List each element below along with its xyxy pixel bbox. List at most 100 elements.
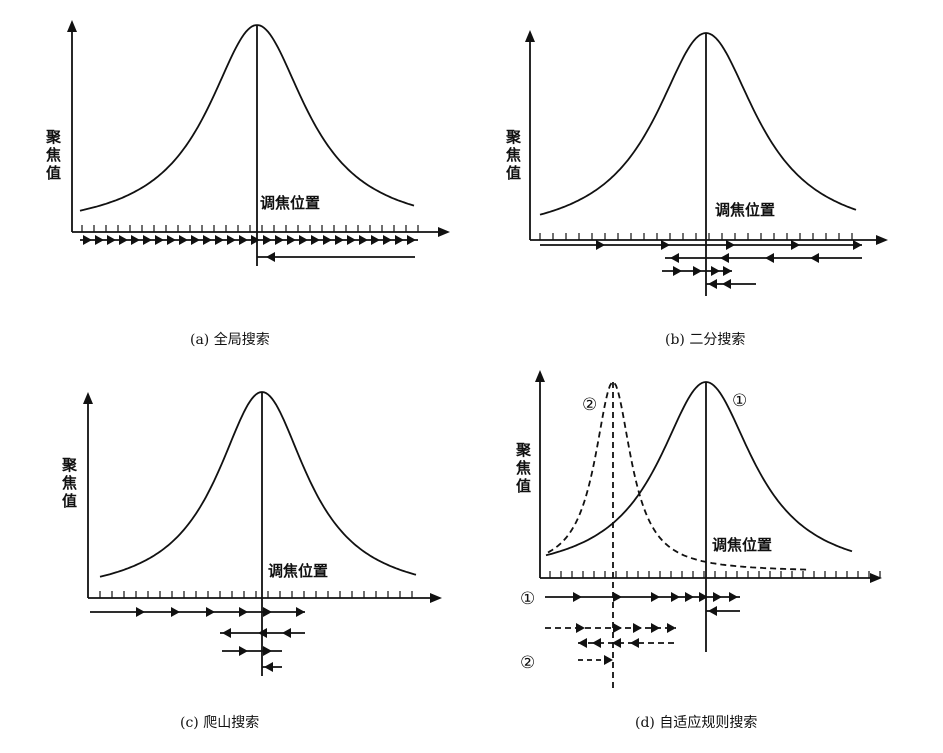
right-arrowhead-icon bbox=[206, 607, 215, 617]
right-arrowhead-icon bbox=[713, 592, 722, 602]
focus-curve-a bbox=[79, 24, 415, 212]
caption-c: (c) 爬山搜索 bbox=[180, 714, 259, 731]
right-arrowhead-icon bbox=[95, 235, 104, 245]
row-1-marker: ① bbox=[520, 589, 535, 609]
right-arrowhead-icon bbox=[203, 235, 212, 245]
y-axis-arrow-icon bbox=[535, 370, 545, 382]
left-arrowhead-icon bbox=[720, 253, 729, 263]
left-arrowhead-icon bbox=[708, 279, 717, 289]
right-arrowhead-icon bbox=[347, 235, 356, 245]
right-arrowhead-icon bbox=[119, 235, 128, 245]
right-arrowhead-icon bbox=[167, 235, 176, 245]
left-arrowhead-icon bbox=[578, 638, 587, 648]
right-arrowhead-icon bbox=[239, 235, 248, 245]
left-arrowhead-icon bbox=[708, 606, 717, 616]
left-arrowhead-icon bbox=[765, 253, 774, 263]
right-arrowhead-icon bbox=[573, 592, 582, 602]
x-axis-arrow-icon bbox=[870, 573, 882, 583]
right-arrowhead-icon bbox=[131, 235, 140, 245]
right-arrowhead-icon bbox=[299, 235, 308, 245]
y-axis-label-c-3: 值 bbox=[62, 492, 77, 510]
right-arrowhead-icon bbox=[633, 623, 642, 633]
y-axis-label-b-2: 焦 bbox=[505, 146, 521, 164]
caption-b: (b) 二分搜索 bbox=[665, 331, 745, 348]
right-arrowhead-icon bbox=[107, 235, 116, 245]
left-arrowhead-icon bbox=[264, 662, 273, 672]
right-arrowhead-icon bbox=[296, 607, 305, 617]
y-axis-label-c-2: 焦 bbox=[61, 474, 77, 492]
left-arrowhead-icon bbox=[612, 638, 621, 648]
y-axis-label-a-1: 聚 bbox=[45, 128, 62, 146]
right-arrowhead-icon bbox=[371, 235, 380, 245]
right-arrowhead-icon bbox=[263, 646, 272, 656]
right-arrowhead-icon bbox=[651, 623, 660, 633]
right-arrowhead-icon bbox=[155, 235, 164, 245]
right-arrowhead-icon bbox=[239, 607, 248, 617]
right-arrowhead-icon bbox=[239, 646, 248, 656]
y-axis-label-c-1: 聚 bbox=[61, 456, 78, 474]
right-arrowhead-icon bbox=[671, 592, 680, 602]
right-arrowhead-icon bbox=[136, 607, 145, 617]
right-arrowhead-icon bbox=[395, 235, 404, 245]
left-arrowhead-icon bbox=[222, 628, 231, 638]
right-arrowhead-icon bbox=[171, 607, 180, 617]
right-arrowhead-icon bbox=[215, 235, 224, 245]
right-arrowhead-icon bbox=[83, 235, 92, 245]
right-arrowhead-icon bbox=[311, 235, 320, 245]
left-arrowhead-icon bbox=[258, 628, 267, 638]
caption-d: (d) 自适应规则搜索 bbox=[635, 714, 757, 731]
y-axis-label-a-3: 值 bbox=[46, 164, 61, 182]
caption-a: (a) 全局搜索 bbox=[190, 331, 270, 348]
left-arrowhead-icon bbox=[592, 638, 601, 648]
focus-curve-1-d bbox=[545, 381, 853, 557]
right-arrowhead-icon bbox=[576, 623, 585, 633]
row-2-marker: ② bbox=[520, 653, 535, 673]
right-arrowhead-icon bbox=[179, 235, 188, 245]
y-axis-label-d-2: 焦 bbox=[515, 459, 531, 477]
right-arrowhead-icon bbox=[723, 266, 732, 276]
right-arrowhead-icon bbox=[251, 235, 260, 245]
focus-curve-b bbox=[539, 32, 857, 216]
right-arrowhead-icon bbox=[613, 623, 622, 633]
right-arrowhead-icon bbox=[685, 592, 694, 602]
focus-curve-c bbox=[99, 391, 417, 578]
x-axis-arrow-icon bbox=[876, 235, 888, 245]
right-arrowhead-icon bbox=[383, 235, 392, 245]
right-arrowhead-icon bbox=[335, 235, 344, 245]
right-arrowhead-icon bbox=[613, 592, 622, 602]
curve-1-marker: ① bbox=[732, 391, 747, 411]
right-arrowhead-icon bbox=[667, 623, 676, 633]
curve-2-marker: ② bbox=[582, 395, 597, 415]
right-arrowhead-icon bbox=[726, 240, 735, 250]
left-arrowhead-icon bbox=[810, 253, 819, 263]
x-axis-arrow-icon bbox=[438, 227, 450, 237]
right-arrowhead-icon bbox=[711, 266, 720, 276]
y-axis-arrow-icon bbox=[525, 30, 535, 42]
left-arrowhead-icon bbox=[722, 279, 731, 289]
right-arrowhead-icon bbox=[604, 655, 613, 665]
right-arrowhead-icon bbox=[275, 235, 284, 245]
y-axis-arrow-icon bbox=[67, 20, 77, 32]
left-arrowhead-icon bbox=[670, 253, 679, 263]
right-arrowhead-icon bbox=[359, 235, 368, 245]
y-axis-label-b-3: 值 bbox=[506, 164, 521, 182]
right-arrowhead-icon bbox=[323, 235, 332, 245]
right-arrowhead-icon bbox=[143, 235, 152, 245]
left-arrowhead-icon bbox=[282, 628, 291, 638]
right-arrowhead-icon bbox=[699, 592, 708, 602]
x-axis-label-d: 调焦位置 bbox=[712, 536, 772, 554]
focus-curve-2-d bbox=[547, 381, 808, 571]
left-arrowhead-icon bbox=[266, 252, 275, 262]
right-arrowhead-icon bbox=[693, 266, 702, 276]
right-arrowhead-icon bbox=[227, 235, 236, 245]
y-axis-label-d-1: 聚 bbox=[515, 441, 532, 459]
y-axis-label-d-3: 值 bbox=[516, 477, 531, 495]
x-axis-label-b: 调焦位置 bbox=[715, 201, 775, 219]
right-arrowhead-icon bbox=[287, 235, 296, 245]
right-arrowhead-icon bbox=[651, 592, 660, 602]
right-arrowhead-icon bbox=[853, 240, 862, 250]
right-arrowhead-icon bbox=[263, 235, 272, 245]
x-axis-arrow-icon bbox=[430, 593, 442, 603]
